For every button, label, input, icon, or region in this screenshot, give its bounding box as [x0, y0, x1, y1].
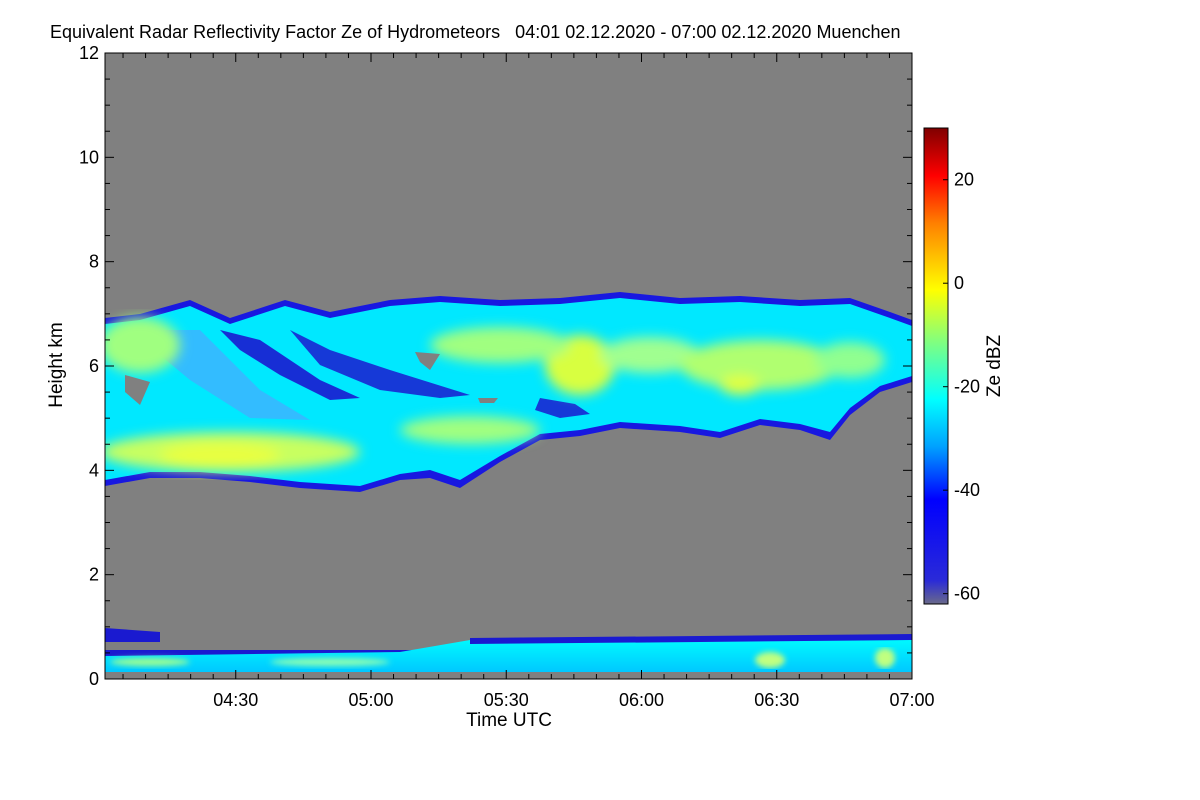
y-tick-label: 10	[79, 147, 99, 167]
dark-streak-2	[290, 330, 470, 398]
chart-title: Equivalent Radar Reflectivity Factor Ze …	[50, 22, 901, 42]
core-regions	[105, 317, 885, 472]
colorbar-ticks: 20 0 -20 -40 -60	[943, 170, 980, 604]
y-tick-label: 2	[89, 565, 99, 585]
colorbar-tick-label: -60	[954, 584, 980, 604]
y-tick-label: 8	[89, 252, 99, 272]
gap-2	[415, 352, 440, 370]
y-axis: 0 2 4 6 8 10 12	[79, 43, 912, 689]
x-tick-label: 05:30	[484, 690, 529, 710]
colorbar-title: Ze dBZ	[984, 334, 1005, 397]
reflectivity-field	[105, 292, 912, 679]
colorbar	[923, 127, 949, 605]
y-tick-label: 0	[89, 669, 99, 689]
dark-streak-1	[220, 330, 360, 400]
x-axis-title: Time UTC	[466, 710, 552, 731]
x-tick-label: 06:00	[619, 690, 664, 710]
y-tick-label: 6	[89, 356, 99, 376]
x-tick-label: 05:00	[348, 690, 393, 710]
y-tick-label: 12	[79, 43, 99, 63]
gap-3	[478, 398, 498, 403]
x-tick-label: 04:30	[213, 690, 258, 710]
colorbar-tick-label: -20	[954, 377, 980, 397]
x-tick-label: 07:00	[889, 690, 934, 710]
low-layer-highlights	[110, 648, 895, 668]
low-layer-edge	[105, 628, 160, 642]
x-tick-label: 06:30	[754, 690, 799, 710]
x-axis: 04:30 05:00 05:30 06:00 06:30 07:00	[122, 53, 935, 710]
gap-1	[125, 375, 150, 405]
surface-row	[105, 672, 912, 679]
y-tick-label: 4	[89, 460, 99, 480]
low-layer-top-edge	[470, 634, 912, 644]
colorbar-tick-label: -40	[954, 480, 980, 500]
colorbar-tick-label: 0	[954, 273, 964, 293]
colorbar-tick-label: 20	[954, 170, 974, 190]
y-axis-title: Height km	[46, 322, 67, 408]
dark-streak-3	[535, 398, 590, 418]
